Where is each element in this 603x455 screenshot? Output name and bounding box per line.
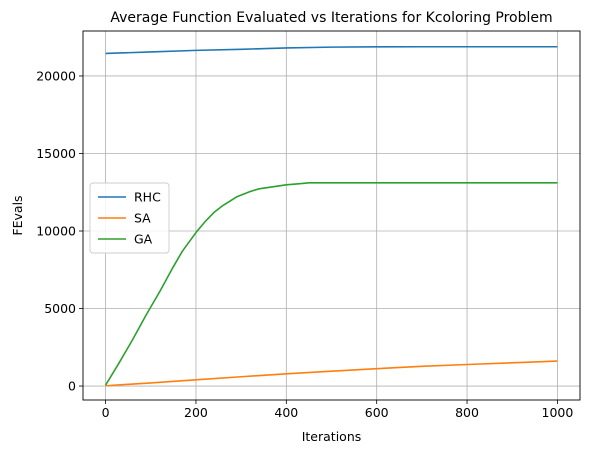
x-tick-label: 0: [102, 405, 110, 420]
legend-label-ga: GA: [134, 232, 153, 247]
legend-label-rhc: RHC: [134, 190, 161, 205]
plot-frame: [82, 30, 581, 401]
x-tick-label: 600: [365, 405, 389, 420]
x-tick-label: 1000: [542, 405, 574, 420]
legend: RHC SA GA: [89, 182, 170, 254]
x-axis-label: Iterations: [302, 429, 362, 444]
x-tick-label: 800: [455, 405, 479, 420]
y-tick-label: 5000: [44, 301, 76, 316]
series-line-ga: [104, 181, 558, 386]
y-tick-label: 10000: [36, 224, 76, 239]
legend-label-sa: SA: [134, 211, 151, 226]
series-line-rhc: [105, 45, 558, 55]
chart-title: Average Function Evaluated vs Iterations…: [110, 10, 552, 26]
grid: [83, 31, 580, 400]
y-tick-label: 0: [68, 379, 76, 394]
x-tick-label: 200: [184, 405, 208, 420]
y-axis-label: FEvals: [10, 195, 25, 235]
series-line-sa: [105, 360, 558, 387]
plot-series: [104, 45, 558, 387]
x-tick-label: 400: [274, 405, 298, 420]
legend-box: [89, 182, 170, 254]
y-tick-label: 20000: [36, 68, 76, 83]
y-tick-label: 15000: [36, 146, 76, 161]
